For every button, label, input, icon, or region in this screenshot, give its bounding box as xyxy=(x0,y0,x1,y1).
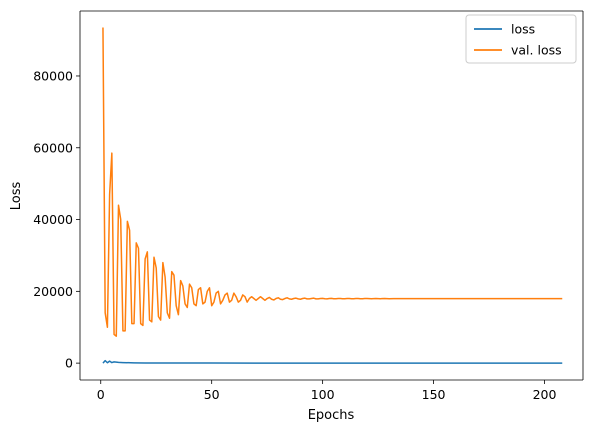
x-tick-label: 200 xyxy=(533,387,557,402)
series-line-val-loss xyxy=(102,27,563,337)
y-axis-label: Loss xyxy=(9,182,24,211)
ticks-layer: 0 50 100 150 200 0 20000 40000 60000 80000 xyxy=(33,68,556,402)
legend-label-val-loss: val. loss xyxy=(511,43,562,58)
y-tick-label: 60000 xyxy=(33,140,73,155)
y-tick-label: 20000 xyxy=(33,284,73,299)
axes-layer xyxy=(79,10,584,381)
legend: loss val. loss xyxy=(465,14,577,64)
y-tick-label: 0 xyxy=(65,356,73,371)
x-tick-label: 100 xyxy=(311,387,335,402)
x-tick-label: 50 xyxy=(204,387,220,402)
x-tick-label: 150 xyxy=(422,387,446,402)
y-tick-label: 80000 xyxy=(33,68,73,83)
y-tick-label: 40000 xyxy=(33,212,73,227)
x-tick-label: 0 xyxy=(97,387,105,402)
legend-frame xyxy=(465,14,577,64)
plot-area xyxy=(80,11,583,380)
series-line-loss xyxy=(102,359,563,364)
legend-label-loss: loss xyxy=(511,22,535,37)
x-axis-label: Epochs xyxy=(308,408,355,423)
series-layer xyxy=(102,27,563,364)
